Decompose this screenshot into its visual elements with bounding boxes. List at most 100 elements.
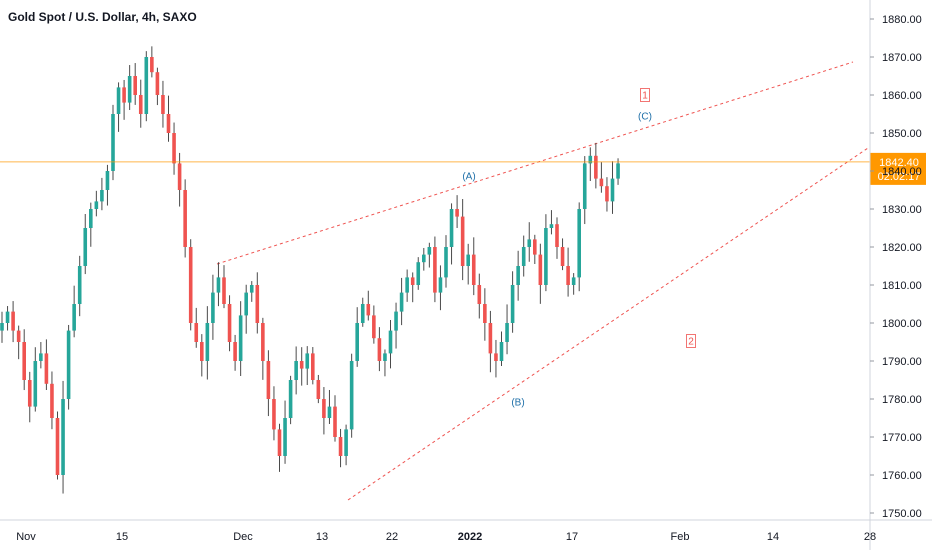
candle-body [144,57,149,114]
candle-body [261,323,265,361]
candle-body [494,353,498,361]
candle-body [377,338,382,361]
candle-body [555,224,559,247]
candle-body [533,239,537,255]
candle-body [349,361,354,430]
wave-box-label: 2 [688,337,694,348]
candle-body [283,418,287,456]
price-line-group: 1842.40 02:02:17 [0,152,926,185]
current-price-label: 1842.40 [879,157,919,169]
candle-body [338,437,343,456]
candle-body [222,277,226,304]
time-tick-label: 2022 [458,531,482,543]
candle-body [299,361,304,369]
candle-body [183,190,187,247]
candle-body [211,292,215,323]
price-tick-label: 1760.00 [882,470,922,482]
candle-body [605,186,609,202]
candle-body [549,224,554,228]
price-axis[interactable]: 1880.00 1870.00 1860.00 1850.00 1840.00 1830.… [869,0,922,550]
candle-body [205,323,210,361]
price-tick-label: 1770.00 [882,432,922,444]
wave-label: (A) [462,172,475,183]
candle-body [594,155,598,179]
candle-body [616,163,620,179]
candle-body [560,247,565,266]
price-tick-label: 1800.00 [882,318,922,330]
time-tick-label: Nov [16,531,36,543]
candle-body [177,163,182,190]
time-tick-label: 15 [116,531,128,543]
trendlines[interactable] [216,61,869,501]
current-price-tag [870,152,926,185]
candle-body [11,311,15,331]
candle-body [244,292,248,316]
price-tick-label: 1860.00 [882,90,922,102]
time-axis[interactable]: Nov 15 Dec 13 22 2022 17 Feb 14 28 [0,519,932,543]
candle-body [5,311,10,323]
candle-body [116,87,121,114]
candle-body [200,342,204,361]
candle-body [322,399,326,418]
candle-body [233,342,237,361]
time-tick-label: 22 [386,531,398,543]
candle-body [394,311,398,331]
time-tick-label: Dec [233,531,253,543]
candle-body [538,254,543,285]
candle-body [305,353,310,369]
candle-body [238,315,243,361]
candle-body [311,353,315,380]
candle-body [405,277,409,293]
candle-body [466,254,470,266]
price-tick-label: 1830.00 [882,204,922,216]
candle-body [294,361,298,380]
candle-body [127,76,132,103]
candle-body [161,95,165,114]
candle-body [172,133,176,164]
candle-body [83,228,88,266]
countdown-label: 02:02:17 [878,171,921,183]
candle-body [327,406,332,418]
candle-body [266,361,271,399]
candle-body [582,163,587,209]
candle-body [89,209,93,228]
chart-title: Gold Spot / U.S. Dollar, 4h, SAXO [8,10,197,24]
candle-body [39,353,43,361]
candle-body [288,380,293,418]
candle-body [571,277,576,285]
candle-body [599,178,604,187]
candle-body [566,266,570,285]
candle-body [72,304,76,331]
candle-body [427,247,432,255]
candle-body [471,254,476,285]
candle-body [544,228,548,285]
candle-body [122,87,126,103]
wave-label: (B) [511,398,524,409]
candle-body [355,323,359,361]
candle-body [410,277,415,285]
candle-body [66,330,71,399]
wave-box-label: 1 [642,91,648,102]
candle-body [216,277,221,293]
candle-body [227,304,232,342]
candle-body [510,285,515,323]
candle-body [100,190,104,202]
price-tick-label: 1780.00 [882,394,922,406]
candle-body [388,330,393,354]
candle-body [399,292,404,312]
candle-body [433,247,437,293]
candle-body [105,171,110,190]
candle-body [333,406,337,437]
time-tick-label: 17 [566,531,578,543]
candle-body [150,57,154,73]
price-tick-label: 1820.00 [882,242,922,254]
candle-body [588,155,593,164]
trendline-upper-channel[interactable] [216,61,854,265]
candle-body [610,178,615,202]
trendline-lower-channel[interactable] [347,147,869,501]
candle-body [477,285,482,304]
price-tick-label: 1750.00 [882,508,922,520]
candle-body [133,76,137,95]
wave-box [686,334,696,348]
